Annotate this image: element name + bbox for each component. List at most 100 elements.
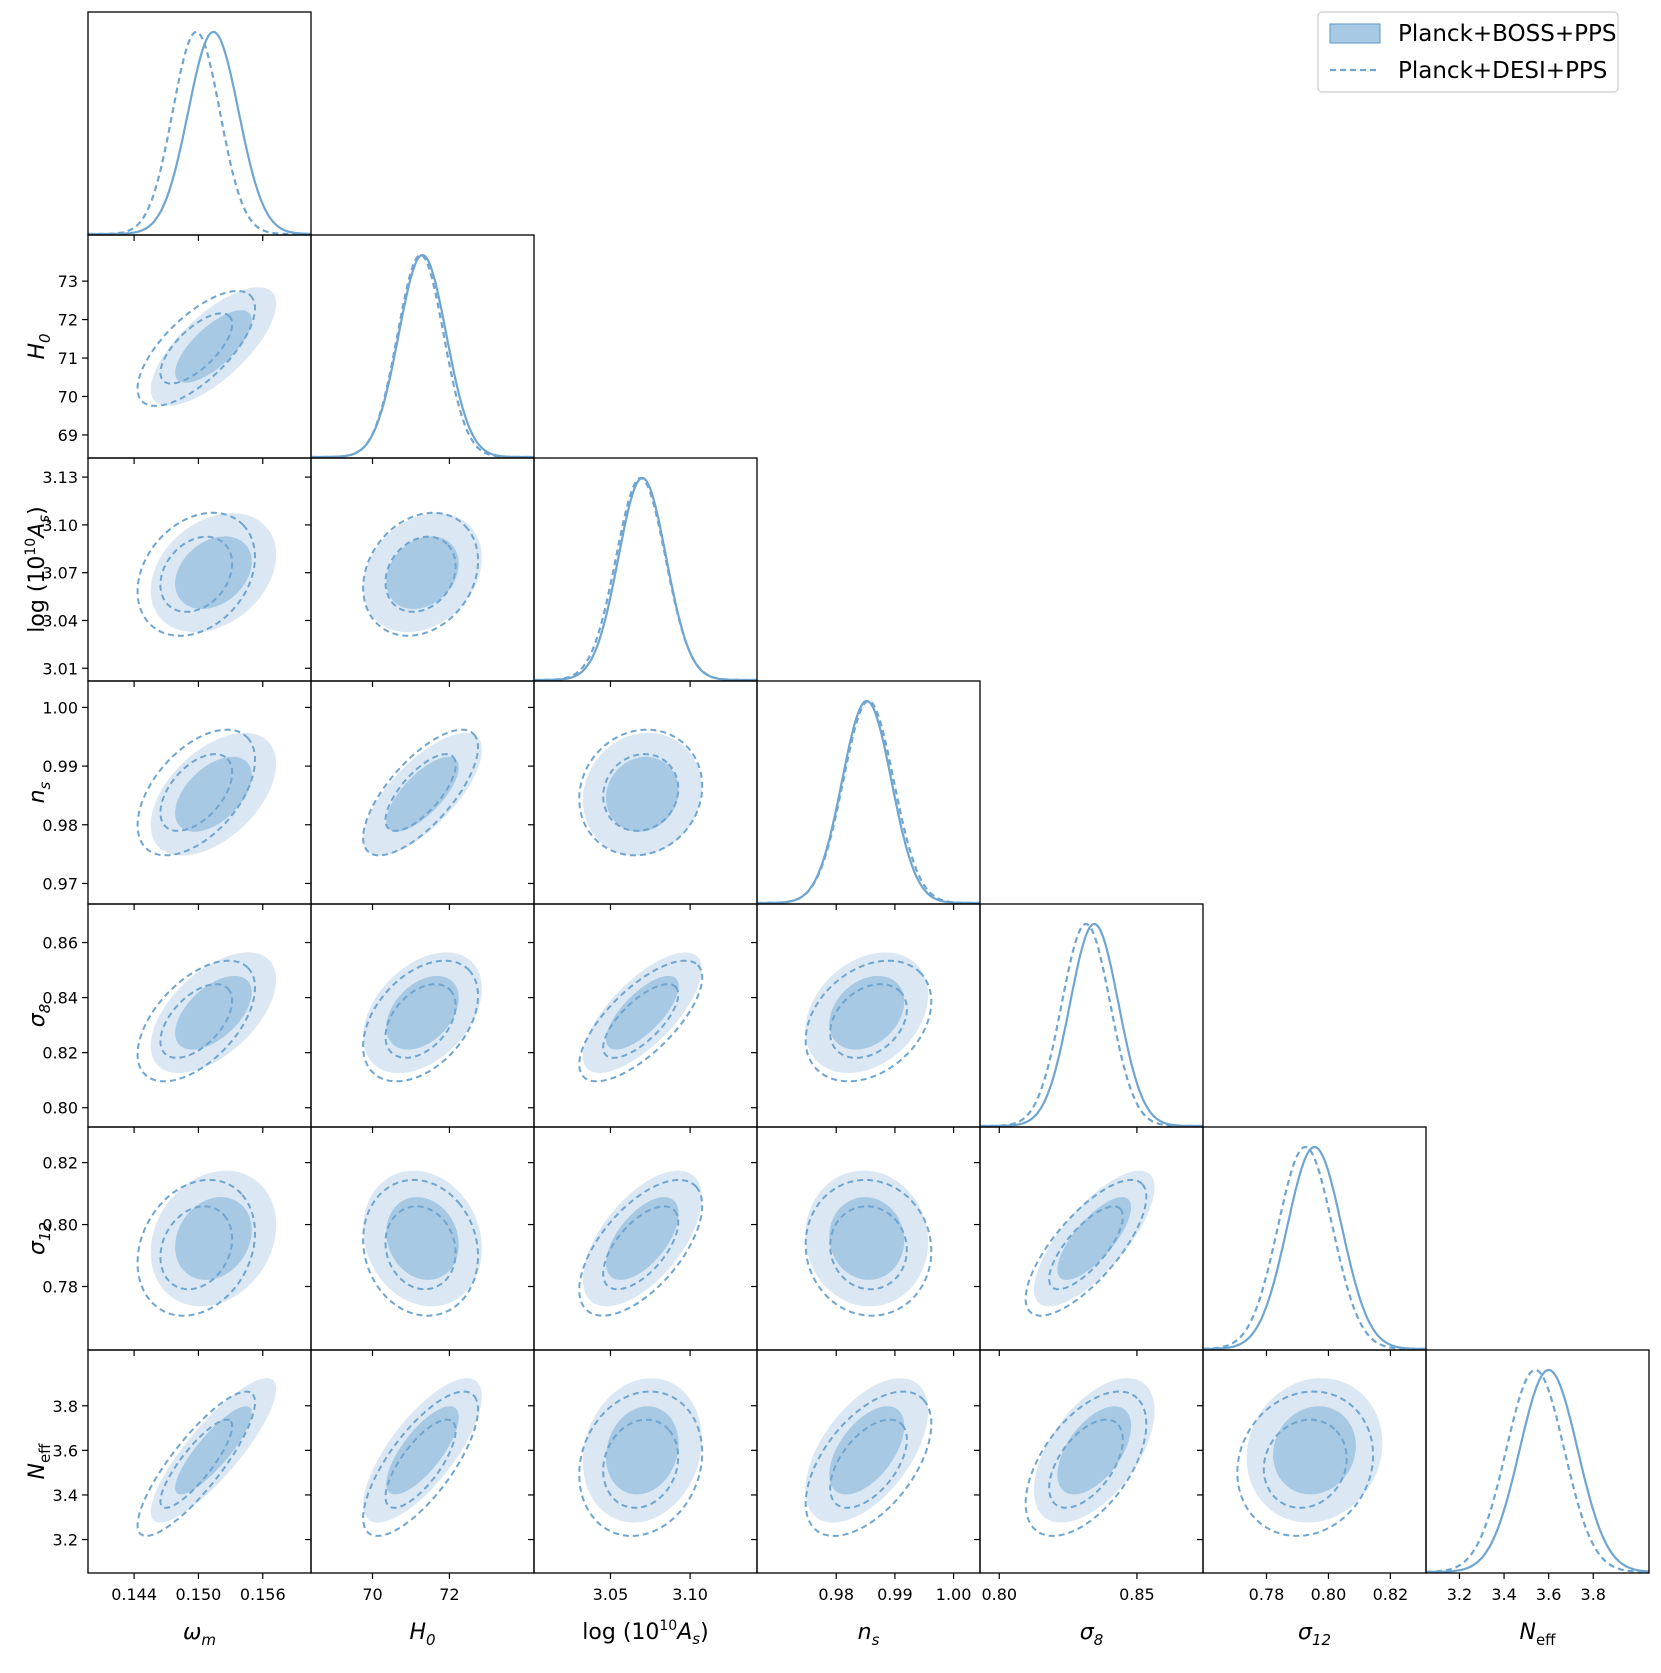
y-tick-label-ns: 0.97 [42,874,78,893]
panel-Neff-vs-omega_m: 0.144 0.150 0.156 3.2 3.4 3.6 3.8 [53,1349,312,1604]
x-tick-label-logAs: 3.05 [593,1585,629,1604]
x-axis-title-sigma8: σ8 [1080,1620,1104,1649]
y-tick-label-ns: 1.00 [42,698,78,717]
contour-1sigma-dashed-sigma12-ns [829,1205,908,1291]
contour-1sigma-solid-ns-H0 [386,756,459,832]
panel-sigma8-vs-H0 [305,903,535,1133]
posterior-solid-Neff [1426,1368,1649,1573]
panel-Neff-vs-sigma12: 0.78 0.80 0.82 [1197,1349,1427,1604]
contour-1sigma-dashed-Neff-omega_m [159,1418,234,1509]
contour-1sigma-dashed-Neff-sigma12 [1262,1418,1348,1509]
contour-1sigma-solid-sigma12-H0 [386,1197,459,1280]
y-axis-title-sigma8: σ8 [25,1004,54,1028]
y-axis-title-Neff: Neff [25,1443,54,1480]
y-tick-label-Neff: 3.6 [53,1441,78,1460]
y-tick-label-Neff: 3.2 [53,1531,78,1550]
contour-1sigma-dashed-logAs-H0 [384,535,457,613]
panel-ns-vs-ns [756,680,981,910]
y-tick-label-sigma8: 0.80 [42,1099,78,1118]
panel-frame-6-6 [1425,1349,1650,1574]
contour-2sigma-dashed-sigma12-ns [804,1178,933,1317]
contour-2sigma-dashed-sigma12-H0 [362,1178,479,1317]
posterior-dashed-ns [757,699,980,904]
panel-H0-vs-omega_m: 69 70 71 72 73 [58,234,312,464]
contour-1sigma-dashed-sigma12-omega_m [159,1205,234,1291]
panel-Neff-vs-H0: 70 72 [305,1349,535,1604]
x-axis-title-H0: H0 [409,1620,435,1649]
contour-1sigma-dashed-ns-H0 [384,753,457,832]
x-tick-label-H0: 72 [439,1585,459,1604]
legend-frame [1317,11,1619,93]
contour-1sigma-dashed-ns-omega_m [159,753,234,832]
contour-2sigma-dashed-Neff-omega_m [136,1390,256,1537]
y-tick-label-logAs: 3.04 [42,611,78,630]
panel-sigma12-vs-sigma8 [974,1126,1204,1356]
y-tick-label-sigma8: 0.84 [42,989,78,1008]
x-tick-label-Neff: 3.6 [1536,1585,1561,1604]
contour-1sigma-solid-sigma12-omega_m [175,1197,252,1280]
contour-2sigma-dashed-sigma8-ns [804,959,933,1083]
x-axis-title-logAs: log (1010As) [582,1618,708,1648]
x-tick-label-Neff: 3.2 [1447,1585,1472,1604]
posterior-solid-ns [757,699,980,904]
x-tick-label-sigma8: 0.80 [981,1585,1017,1604]
y-tick-label-ns: 0.99 [42,757,78,776]
x-tick-label-sigma12: 0.80 [1311,1585,1347,1604]
y-axis-title-H0: H0 [25,333,54,359]
contour-2sigma-dashed-sigma12-sigma8 [1024,1178,1148,1317]
contour-2sigma-dashed-logAs-H0 [362,511,479,637]
y-axis-title-logAs: log (1010As) [23,506,53,632]
contour-1sigma-dashed-Neff-logAs [602,1418,680,1509]
contour-1sigma-dashed-sigma12-sigma8 [1048,1205,1124,1291]
y-tick-label-H0: 73 [58,272,78,291]
contour-1sigma-dashed-sigma8-ns [829,983,908,1059]
panel-sigma8-vs-omega_m: 0.80 0.82 0.84 0.86 [42,903,312,1133]
panel-logAs-vs-H0 [305,457,535,687]
posterior-dashed-H0 [311,253,534,458]
contour-2sigma-dashed-H0-omega_m [136,290,256,407]
x-tick-label-sigma12: 0.78 [1249,1585,1285,1604]
contour-1sigma-solid-Neff-sigma8 [1057,1406,1132,1495]
legend-swatch-filled [1329,23,1381,44]
contour-2sigma-dashed-Neff-sigma8 [1024,1390,1148,1537]
panels: 69707172733.013.043.073.103.130.970.980.… [23,11,1650,1649]
y-tick-label-H0: 69 [58,426,78,445]
x-tick-label-ns: 0.98 [818,1585,854,1604]
posterior-dashed-sigma12 [1203,1145,1426,1350]
contour-1sigma-solid-Neff-ns [829,1406,905,1495]
contour-1sigma-solid-sigma12-ns [829,1197,905,1280]
panel-Neff-vs-sigma8: 0.80 0.85 [974,1349,1204,1604]
y-tick-label-sigma12: 0.80 [42,1216,78,1235]
x-tick-label-Neff: 3.8 [1581,1585,1606,1604]
contour-2sigma-dashed-ns-H0 [362,728,479,857]
contour-1sigma-solid-logAs-H0 [386,536,459,609]
posterior-solid-logAs [534,476,757,681]
contour-1sigma-dashed-sigma8-omega_m [159,983,234,1059]
contour-1sigma-dashed-logAs-omega_m [159,535,234,613]
contour-2sigma-dashed-Neff-H0 [362,1390,479,1537]
legend: Planck+BOSS+PPS Planck+DESI+PPS [1317,11,1619,93]
legend-label-0: Planck+BOSS+PPS [1398,21,1616,47]
y-tick-label-Neff: 3.4 [53,1486,78,1505]
contour-2sigma-dashed-sigma8-omega_m [136,959,256,1083]
panel-frame-0-0 [87,11,312,236]
contour-2sigma-dashed-sigma8-H0 [362,959,479,1083]
contour-1sigma-dashed-sigma12-H0 [384,1205,457,1291]
posterior-solid-H0 [311,253,534,458]
panel-sigma8-vs-sigma8 [979,903,1204,1133]
panel-ns-vs-logAs [528,680,758,910]
posterior-dashed-logAs [534,476,757,681]
panel-Neff-vs-ns: 0.98 0.99 1.00 [751,1349,981,1604]
contour-1sigma-dashed-Neff-H0 [384,1418,457,1509]
posterior-solid-sigma12 [1203,1145,1426,1350]
y-tick-label-H0: 70 [58,387,78,406]
y-tick-label-ns: 0.98 [42,816,78,835]
x-tick-label-omega_m: 0.144 [111,1585,157,1604]
panel-Neff-vs-Neff: 3.2 3.4 3.6 3.8 [1425,1349,1650,1604]
y-tick-label-sigma8: 0.86 [42,934,78,953]
panel-logAs-vs-logAs [533,457,758,687]
contour-1sigma-solid-Neff-omega_m [175,1406,252,1495]
legend-label-1: Planck+DESI+PPS [1398,58,1607,84]
x-tick-label-ns: 0.99 [877,1585,913,1604]
